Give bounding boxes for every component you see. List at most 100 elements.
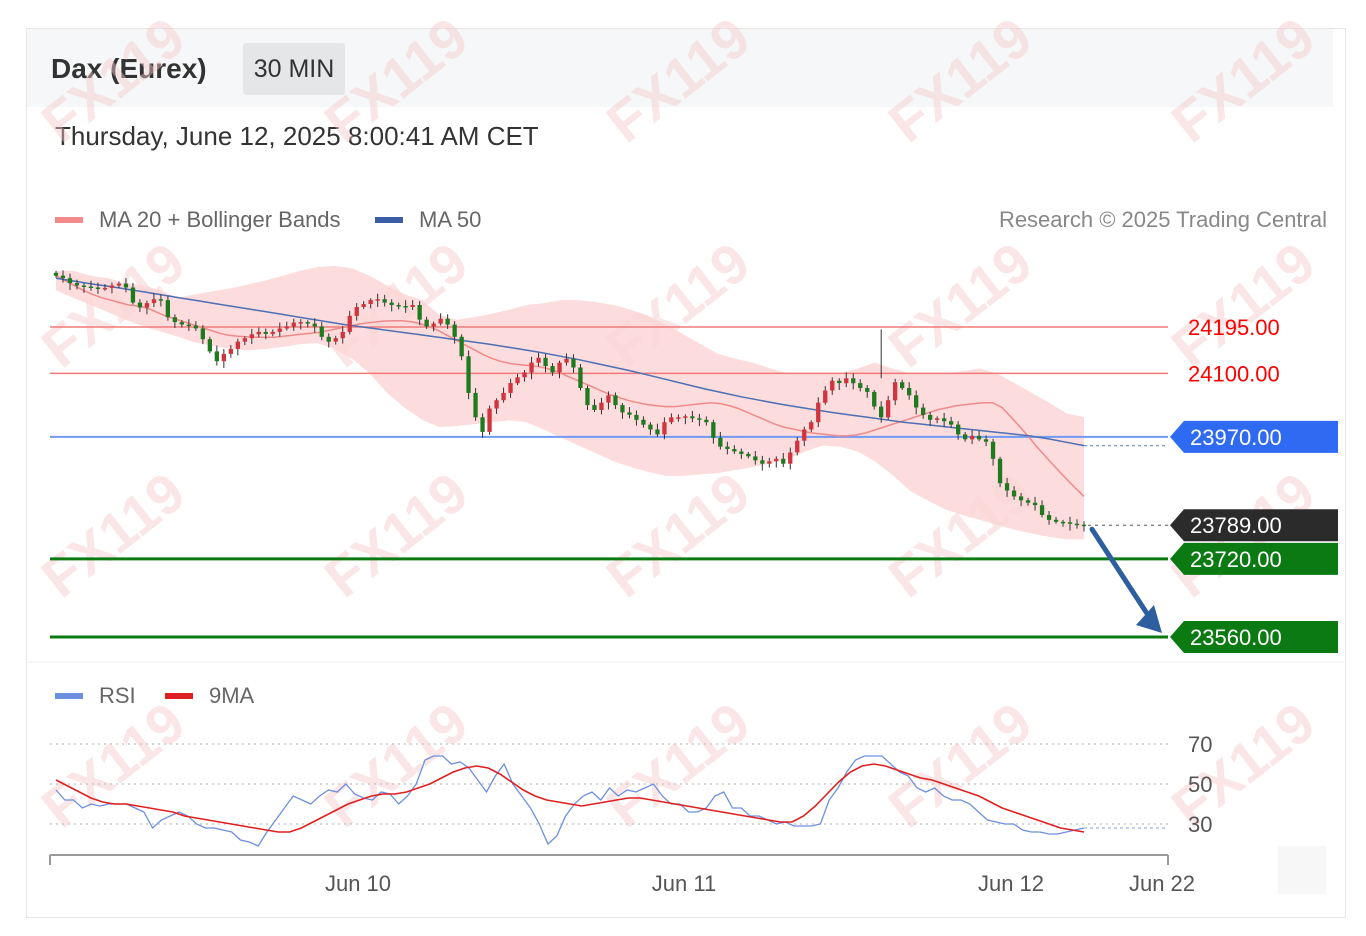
bearish-candle <box>942 418 947 422</box>
bearish-candle <box>466 356 471 393</box>
bullish-candle <box>886 400 891 418</box>
legend-ma50: MA 50 <box>375 207 481 233</box>
timestamp: Thursday, June 12, 2025 8:00:41 AM CET <box>55 121 539 151</box>
bearish-candle <box>473 392 478 418</box>
ma20-swatch <box>55 217 83 223</box>
level-tags-layer: 24195.00 24100.00 23970.00 23789.00 23720.00… <box>1170 315 1338 653</box>
bullish-candle <box>536 357 541 363</box>
support-price-tag <box>1170 621 1338 653</box>
x-axis: Jun 10 Jun 11 Jun 12 Jun 22 <box>49 846 1326 896</box>
support-price-label: 23720.00 <box>1190 547 1282 572</box>
x-tick-label: Jun 22 <box>1129 871 1195 896</box>
bearish-candle <box>263 331 268 334</box>
legend-label-ma20: MA 20 + Bollinger Bands <box>99 207 341 232</box>
bearish-candle <box>858 383 863 388</box>
bearish-candle <box>214 351 219 362</box>
bearish-candle <box>634 414 639 420</box>
bearish-candle <box>326 336 331 342</box>
bearish-candle <box>690 416 695 419</box>
bearish-candle <box>697 418 702 420</box>
bullish-candle <box>844 378 849 384</box>
bearish-candle <box>732 449 737 452</box>
bearish-candle <box>781 458 786 464</box>
bearish-candle <box>403 306 408 308</box>
bearish-candle <box>746 453 751 457</box>
bullish-candle <box>291 322 296 327</box>
bearish-candle <box>914 395 919 408</box>
bearish-candle <box>907 388 912 396</box>
bullish-candle <box>298 322 303 324</box>
bearish-candle <box>1074 523 1080 526</box>
credit-text: Research © 2025 Trading Central <box>998 207 1327 232</box>
chart-card: Dax (Eurex) 30 MIN Thursday, June 12, 20… <box>26 28 1346 918</box>
bullish-candle <box>249 334 254 339</box>
x-tick-label: Jun 10 <box>325 871 391 896</box>
bearish-candle <box>424 319 429 327</box>
watermark-text: FX119 <box>30 5 196 154</box>
bearish-candle <box>739 451 744 454</box>
resistance-label: 24100.00 <box>1188 361 1280 386</box>
bearish-candle <box>396 305 401 307</box>
bearish-candle <box>753 456 758 461</box>
support-price-tag <box>1170 542 1338 575</box>
bullish-candle <box>270 331 275 334</box>
bearish-candle <box>1039 505 1045 515</box>
x-tick-label: Jun 11 <box>652 871 716 896</box>
bullish-candle <box>606 395 611 403</box>
ma9-swatch <box>165 693 193 699</box>
bearish-candle <box>1025 500 1031 503</box>
bollinger-band-layer <box>56 266 1084 540</box>
bearish-candle <box>648 424 653 430</box>
bullish-candle <box>368 300 373 304</box>
bullish-candle <box>284 326 289 329</box>
forecast-arrow-head <box>1136 605 1162 633</box>
bullish-candle <box>438 318 443 324</box>
bearish-candle <box>900 382 905 389</box>
forecast-arrow-layer <box>1089 526 1162 633</box>
bullish-candle <box>893 382 898 401</box>
bearish-candle <box>963 434 968 440</box>
bearish-candle <box>207 339 212 352</box>
pivot-price-tag <box>1170 420 1338 453</box>
legend-label-rsi: RSI <box>99 683 136 708</box>
bullish-candle <box>151 299 157 304</box>
bearish-candle <box>74 283 80 286</box>
instrument-title: Dax (Eurex) <box>51 53 207 84</box>
bearish-candle <box>592 405 597 410</box>
bullish-candle <box>564 358 569 363</box>
x-tick-label: Jun 12 <box>978 871 1044 896</box>
bearish-candle <box>928 414 933 420</box>
bearish-candle <box>382 299 387 303</box>
watermark-text: FX119 <box>595 5 761 154</box>
bullish-candle <box>599 402 604 410</box>
legend-label-ma50: MA 50 <box>419 207 482 232</box>
bearish-candle <box>193 325 198 329</box>
bullish-candle <box>522 372 527 378</box>
bearish-candle <box>1067 522 1073 524</box>
bearish-candle <box>1018 496 1024 501</box>
bullish-candle <box>228 349 233 354</box>
bearish-candle <box>543 357 548 367</box>
bullish-candle <box>970 435 975 440</box>
bearish-candle <box>305 322 310 324</box>
bullish-candle <box>935 418 940 420</box>
bullish-candle <box>340 331 345 339</box>
timeframe-button[interactable]: 30 MIN <box>243 43 345 95</box>
pivot-price-label: 23970.00 <box>1190 425 1282 450</box>
bearish-candle <box>445 318 450 325</box>
candles-layer <box>53 270 1087 532</box>
moving-average-layer <box>55 275 1168 497</box>
watermark-text: FX119 <box>877 690 1043 839</box>
watermark-text: FX119 <box>30 460 196 609</box>
bullish-candle <box>431 323 436 327</box>
bullish-candle <box>683 416 688 418</box>
bullish-candle <box>515 377 520 384</box>
bullish-candle <box>109 285 115 288</box>
bullish-candle <box>788 452 793 464</box>
bullish-candle <box>501 392 506 401</box>
bearish-candle <box>172 317 177 323</box>
bearish-candle <box>578 367 583 388</box>
rsi-tick-label: 30 <box>1188 812 1212 837</box>
legend-label-9ma: 9MA <box>209 683 255 708</box>
